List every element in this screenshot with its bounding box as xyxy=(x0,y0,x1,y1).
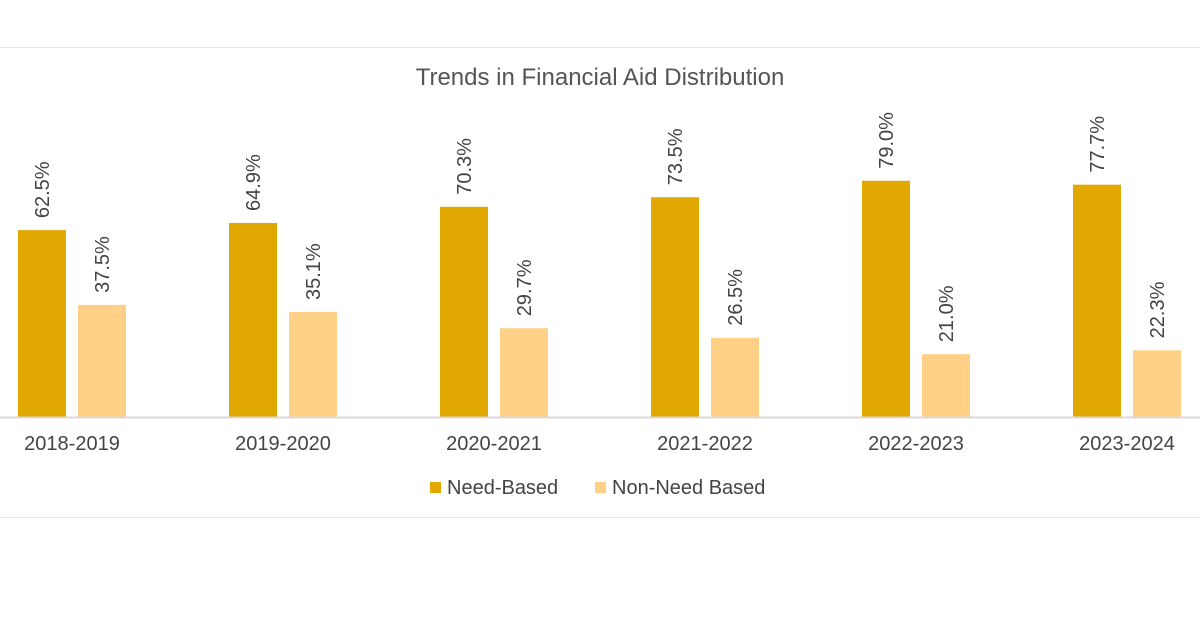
need-based-bar xyxy=(862,180,910,417)
legend-label: Non-Need Based xyxy=(612,477,765,499)
non-need-based-bar xyxy=(711,337,759,417)
data-label: 26.5% xyxy=(725,269,747,326)
x-tick-label: 2021-2022 xyxy=(657,433,753,455)
non-need-based-bar xyxy=(289,312,337,417)
legend-item-need-based[interactable]: Need-Based xyxy=(430,477,558,499)
legend-label: Need-Based xyxy=(447,477,558,499)
chart-title: Trends in Financial Aid Distribution xyxy=(416,64,785,91)
data-label: 70.3% xyxy=(454,138,476,195)
data-label: 37.5% xyxy=(92,236,114,293)
legend-item-non-need-based[interactable]: Non-Need Based xyxy=(595,477,765,499)
legend: Need-Based Non-Need Based xyxy=(430,477,765,499)
x-tick-label: 2022-2023 xyxy=(868,433,964,455)
need-based-bar xyxy=(18,230,66,417)
data-label: 29.7% xyxy=(514,259,536,316)
non-need-based-bar xyxy=(922,354,970,417)
need-based-bar xyxy=(651,197,699,417)
need-based-bar xyxy=(229,222,277,417)
data-label: 79.0% xyxy=(876,112,898,169)
x-tick-label: 2018-2019 xyxy=(24,433,120,455)
bars-group: 62.5% 37.5% 64.9% 35.1% 70.3% 29.7% 73.5% 26.5%… xyxy=(18,112,1181,417)
non-need-based-bar xyxy=(500,328,548,417)
legend-swatch xyxy=(430,482,441,493)
need-based-bar xyxy=(1073,184,1121,417)
top-divider xyxy=(0,47,1200,48)
non-need-based-bar xyxy=(78,304,126,417)
bottom-divider xyxy=(0,517,1200,518)
data-label: 35.1% xyxy=(303,243,325,300)
legend-swatch xyxy=(595,482,606,493)
data-label: 21.0% xyxy=(936,285,958,342)
non-need-based-bar xyxy=(1133,350,1181,417)
need-based-bar xyxy=(440,206,488,417)
data-label: 73.5% xyxy=(665,128,687,185)
data-label: 22.3% xyxy=(1147,281,1169,338)
data-label: 77.7% xyxy=(1087,116,1109,173)
x-tick-label: 2020-2021 xyxy=(446,433,542,455)
x-tick-label: 2019-2020 xyxy=(235,433,331,455)
x-tick-label: 2023-2024 xyxy=(1079,433,1175,455)
data-label: 62.5% xyxy=(32,161,54,218)
x-tick-labels: 2018-2019 2019-2020 2020-2021 2021-2022 2022… xyxy=(24,433,1175,455)
data-label: 64.9% xyxy=(243,154,265,211)
